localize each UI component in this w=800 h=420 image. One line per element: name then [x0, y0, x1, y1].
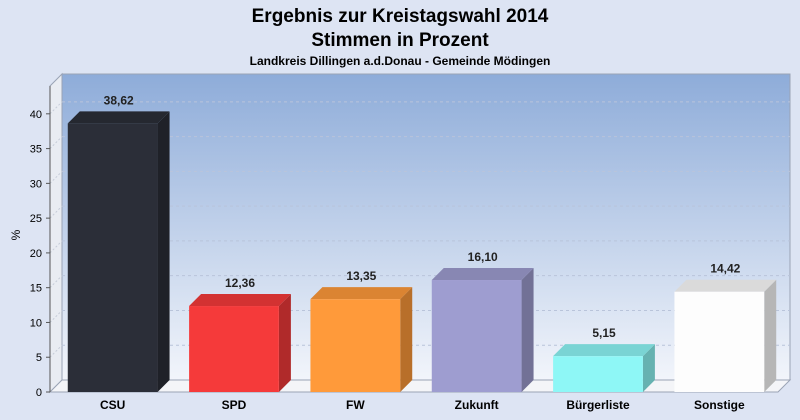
bar-front [67, 123, 158, 392]
plot-left-wall [49, 72, 63, 394]
category-label: Sonstige [694, 398, 745, 412]
bar-bürgerliste [553, 344, 655, 392]
grid-line-side [49, 101, 63, 115]
y-tick-label: 40 [30, 109, 42, 121]
bar-top [553, 344, 655, 357]
grid-line-side [49, 136, 63, 149]
category-label: Bürgerliste [566, 398, 630, 412]
plot-back-wall [61, 73, 791, 381]
bar-side [278, 294, 291, 392]
bar-front [674, 291, 765, 392]
bar-zukunft [431, 268, 534, 392]
bar-top [674, 279, 777, 292]
value-label: 5,15 [592, 326, 616, 340]
chart-title-line2: Stimmen in Prozent [311, 30, 489, 51]
grid-line-side [49, 205, 63, 219]
bar-side [521, 268, 534, 392]
grid-line-side [49, 240, 63, 254]
y-tick-label: 35 [30, 144, 42, 156]
grid-line-side [49, 171, 63, 184]
bar-front [553, 356, 643, 392]
bar-side [157, 111, 170, 392]
value-label: 16,10 [468, 250, 498, 264]
y-tick-label: 25 [30, 213, 42, 225]
value-label: 13,35 [346, 269, 376, 283]
category-label: SPD [222, 398, 247, 412]
bar-front [310, 299, 401, 392]
grid-line-side [49, 310, 63, 323]
bar-front [431, 280, 522, 392]
grid-line-side [49, 344, 63, 358]
bar-spd [189, 294, 291, 392]
y-axis-label: % [9, 229, 23, 240]
bar-fw [310, 287, 413, 392]
value-label: 14,42 [710, 262, 740, 276]
category-label: CSU [100, 398, 125, 412]
value-label: 38,62 [104, 93, 134, 107]
bar-top [431, 268, 534, 281]
bar-top [310, 287, 413, 300]
bar-side [642, 344, 655, 392]
bar-top [67, 111, 170, 124]
bar-sonstige [674, 279, 777, 392]
grid-line-side [49, 275, 63, 289]
category-label: Zukunft [455, 398, 499, 412]
y-tick-label: 30 [30, 178, 42, 190]
y-tick-label: 10 [30, 317, 42, 329]
y-tick-label: 20 [30, 248, 42, 260]
bar-side [400, 287, 413, 392]
y-tick-label: 5 [36, 352, 42, 364]
bar-top [189, 294, 291, 307]
chart-title: Ergebnis zur Kreistagswahl 2014 [252, 6, 549, 27]
chart-subtitle: Landkreis Dillingen a.d.Donau - Gemeinde… [250, 54, 551, 68]
bar-csu [67, 111, 170, 392]
value-label: 12,36 [225, 276, 255, 290]
bar-front [189, 306, 279, 392]
category-label: FW [346, 398, 365, 412]
y-tick-label: 15 [30, 283, 42, 295]
bar-side [764, 279, 777, 392]
y-tick-label: 0 [36, 387, 42, 399]
